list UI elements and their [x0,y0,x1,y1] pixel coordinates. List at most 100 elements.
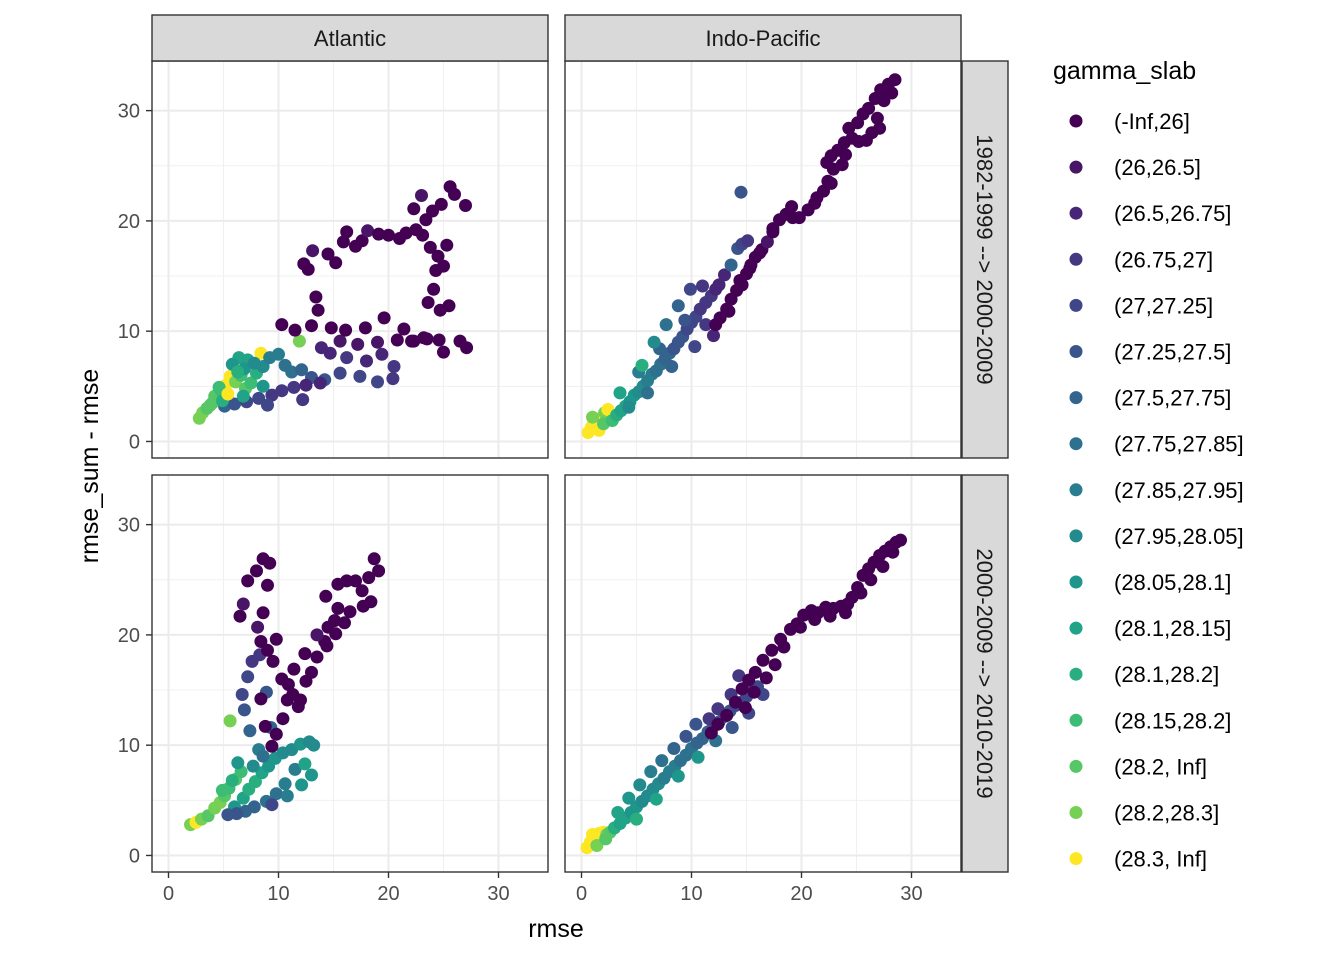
scatter-point [333,334,347,348]
x-tick-label: 10 [680,883,702,905]
panel-atlantic-row-2 [151,474,549,873]
axes-layer: 0 10 20 30 0 10 20 30 0 10 20 30 0 10 20 30 [118,101,923,905]
scatter-point [696,279,709,293]
scatter-point [340,225,354,239]
scatter-point [420,332,434,346]
scatter-point [760,235,774,249]
scatter-point [854,586,868,600]
scatter-point [287,380,301,394]
scatter-point [305,319,318,333]
legend-label: (28.3, Inf] [1114,847,1207,872]
scatter-point [269,727,283,741]
scatter-point [324,321,338,335]
legend-entry-16: (28.2,28.3] [1069,801,1219,826]
scatter-point [649,792,663,806]
scatter-point [839,148,852,162]
scatter-point [671,299,685,313]
scatter-point [808,613,822,626]
scatter-point [862,101,876,115]
scatter-point [339,323,353,337]
scatter-point [372,564,386,578]
scatter-point [683,282,697,296]
scatter-point [622,791,636,805]
legend-entry-17: (28.3, Inf] [1069,847,1207,872]
legend-key [1069,114,1083,128]
scatter-point [756,653,770,667]
panel-indo-pacific-row-1 [564,60,962,459]
scatter-point [735,278,749,292]
scatter-point [236,389,250,403]
scatter-point [437,345,450,359]
scatter-point [659,318,673,332]
scatter-point [734,185,748,199]
scatter-point [306,244,320,258]
scatter-point [231,756,245,770]
scatter-point [876,560,890,573]
scatter-point [786,211,800,225]
legend-entry-7: (27.5,27.75] [1069,386,1231,411]
scatter-point [353,369,367,383]
scatter-point [355,584,369,598]
scatter-point [689,717,703,731]
scatter-point [432,333,446,347]
scatter-point [298,757,312,771]
scatter-point [712,278,726,292]
legend-label: (-Inf,26] [1114,109,1190,134]
scatter-point [372,227,386,241]
strip-row-2: 2000-2009 --> 2010-2019 [961,474,1009,873]
x-tick-label: 20 [790,883,812,905]
scatter-point [305,665,318,679]
scatter-point [448,187,461,201]
y-tick-label: 30 [118,101,140,123]
legend-entry-1: (-Inf,26] [1069,109,1190,134]
scatter-point [894,533,907,547]
scatter-point [313,376,327,390]
legend-entry-15: (28.2, Inf] [1069,754,1207,779]
scatter-point [256,360,270,373]
legend-key [1069,298,1083,312]
legend-entry-9: (27.85,27.95] [1069,478,1244,503]
panel-indo-pacific-row-2 [564,474,962,873]
legend-key [1069,252,1083,266]
scatter-point [864,573,878,587]
legend-entry-11: (28.05,28.1] [1069,570,1231,595]
scatter-point [644,765,658,779]
scatter-point [434,197,448,211]
panel-border [151,474,549,873]
scatter-point [707,329,720,343]
scatter-point [459,199,472,212]
x-tick-label: 30 [487,883,509,905]
scatter-point [215,783,229,797]
scatter-point [361,224,375,238]
scatter-point [743,261,757,275]
legend-key [1069,806,1083,819]
scatter-point [336,235,350,249]
scatter-point [340,351,354,365]
legend-entry-6: (27.25,27.5] [1069,340,1231,365]
scatter-point [633,778,647,792]
legend-key [1069,621,1083,635]
scatter-point [278,777,292,791]
legend-label: (28.15,28.2] [1114,708,1231,733]
scatter-point [748,665,762,679]
scatter-point [329,256,343,270]
scatter-point [241,574,255,588]
points-layer [580,533,907,855]
strip-label: Atlantic [314,26,386,51]
scatter-point [635,358,649,372]
scatter-point [793,620,807,634]
scatter-point [460,341,474,355]
scatter-point [295,778,309,792]
legend-label: (27.85,27.95] [1114,478,1244,503]
scatter-point [415,189,428,202]
scatter-point [275,318,289,332]
legend-label: (27.25,27.5] [1114,340,1231,365]
legend-key [1069,437,1083,451]
scatter-point [423,240,437,254]
scatter-point [753,246,767,260]
scatter-point [725,721,739,734]
scatter-point [870,111,884,125]
scatter-point [622,400,636,414]
legend-label: (27,27.25] [1114,293,1213,318]
